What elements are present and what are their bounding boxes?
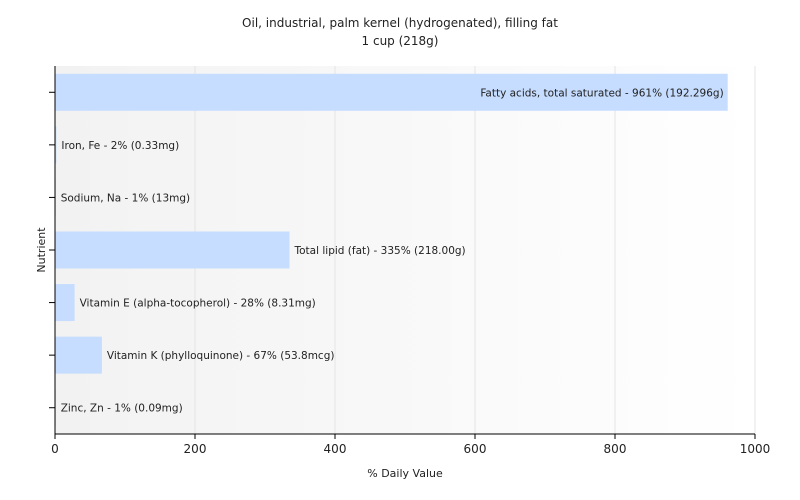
chart-title: Oil, industrial, palm kernel (hydrogenat… xyxy=(242,16,558,30)
bar-label: Zinc, Zn - 1% (0.09mg) xyxy=(61,403,183,415)
bar-label: Sodium, Na - 1% (13mg) xyxy=(61,192,190,204)
bar xyxy=(55,73,728,111)
bar xyxy=(55,336,102,374)
y-axis-title: Nutrient xyxy=(35,227,48,273)
bar-label: Total lipid (fat) - 335% (218.00g) xyxy=(294,245,466,257)
x-tick-label: 800 xyxy=(604,442,627,456)
bar xyxy=(55,284,75,322)
x-tick-label: 200 xyxy=(184,442,207,456)
x-tick-labels: 0 200 400 600 800 1000 xyxy=(51,442,770,456)
x-tick-label: 0 xyxy=(51,442,59,456)
x-tick-label: 1000 xyxy=(740,442,771,456)
grid-lines xyxy=(194,66,756,434)
bar xyxy=(55,126,57,164)
bar-label: Iron, Fe - 2% (0.33mg) xyxy=(61,140,179,152)
bar-label: Fatty acids, total saturated - 961% (192… xyxy=(480,87,723,99)
chart-subtitle: 1 cup (218g) xyxy=(362,34,439,48)
bar xyxy=(55,231,290,269)
x-axis-title: % Daily Value xyxy=(367,467,443,480)
bar-label: Vitamin E (alpha-tocopherol) - 28% (8.31… xyxy=(80,298,316,310)
x-tick-label: 600 xyxy=(464,442,487,456)
bar-label: Vitamin K (phylloquinone) - 67% (53.8mcg… xyxy=(107,350,335,362)
bars: Fatty acids, total saturated - 961% (192… xyxy=(55,73,728,427)
axes xyxy=(49,66,756,439)
x-tick-label: 400 xyxy=(324,442,347,456)
